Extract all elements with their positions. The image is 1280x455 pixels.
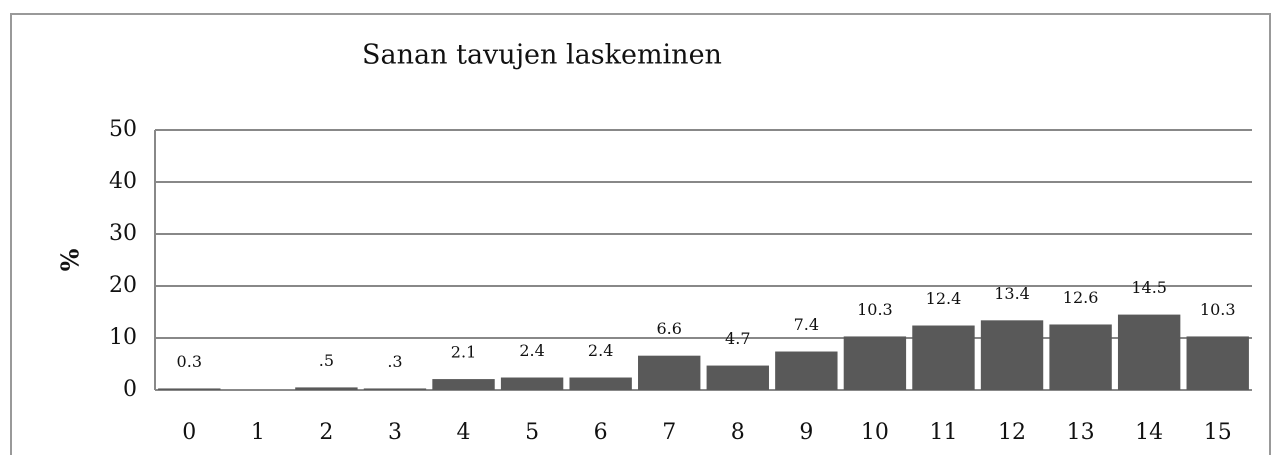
x-tick-label: 12 bbox=[998, 420, 1026, 445]
bar bbox=[363, 388, 427, 390]
data-label: .3 bbox=[387, 352, 402, 371]
x-tick-label: 5 bbox=[525, 420, 539, 445]
data-label: 6.6 bbox=[656, 319, 681, 338]
data-label: 13.4 bbox=[994, 284, 1030, 303]
y-tick-label: 40 bbox=[109, 169, 137, 194]
y-tick-label: 30 bbox=[109, 221, 137, 246]
data-label: 12.6 bbox=[1063, 288, 1099, 307]
bar bbox=[775, 351, 838, 390]
y-tick-label: 50 bbox=[109, 117, 137, 142]
bar bbox=[500, 377, 564, 390]
bar bbox=[158, 388, 221, 390]
bar bbox=[569, 377, 632, 390]
bar bbox=[706, 365, 769, 390]
y-axis-label: % bbox=[56, 248, 85, 271]
x-tick-label: 9 bbox=[799, 420, 813, 445]
x-tick-label: 11 bbox=[929, 420, 957, 445]
x-tick-label: 8 bbox=[731, 420, 745, 445]
bar bbox=[1186, 336, 1249, 390]
bar bbox=[843, 336, 907, 390]
x-tick-label: 14 bbox=[1135, 420, 1163, 445]
x-tick-label: 4 bbox=[457, 420, 471, 445]
chart-frame bbox=[10, 13, 1271, 455]
chart-title: Sanan tavujen laskeminen bbox=[362, 40, 722, 71]
y-tick-label: 20 bbox=[109, 273, 137, 298]
data-label: 2.4 bbox=[519, 341, 544, 360]
data-label: 7.4 bbox=[794, 315, 819, 334]
x-tick-label: 1 bbox=[251, 420, 265, 445]
x-tick-label: 13 bbox=[1067, 420, 1095, 445]
data-label: 0.3 bbox=[177, 352, 202, 371]
data-label: 2.1 bbox=[451, 343, 476, 362]
x-tick-label: 3 bbox=[388, 420, 402, 445]
bar bbox=[295, 387, 358, 390]
bar bbox=[638, 355, 701, 390]
data-label: 4.7 bbox=[725, 329, 750, 348]
x-tick-label: 10 bbox=[861, 420, 889, 445]
bar bbox=[980, 320, 1044, 390]
x-tick-label: 15 bbox=[1204, 420, 1232, 445]
data-label: 10.3 bbox=[1200, 300, 1236, 319]
bar bbox=[912, 325, 975, 390]
data-label: 14.5 bbox=[1131, 278, 1167, 297]
y-tick-label: 0 bbox=[123, 377, 137, 402]
data-label: .5 bbox=[319, 351, 334, 370]
data-label: 12.4 bbox=[926, 289, 962, 308]
data-label: 2.4 bbox=[588, 341, 613, 360]
x-tick-label: 7 bbox=[662, 420, 676, 445]
y-tick-label: 10 bbox=[109, 325, 137, 350]
bar bbox=[1049, 324, 1112, 390]
bar bbox=[1117, 314, 1181, 390]
x-tick-label: 0 bbox=[182, 420, 196, 445]
bar bbox=[432, 379, 495, 390]
x-tick-label: 6 bbox=[594, 420, 608, 445]
x-tick-label: 2 bbox=[319, 420, 333, 445]
data-label: 10.3 bbox=[857, 300, 893, 319]
